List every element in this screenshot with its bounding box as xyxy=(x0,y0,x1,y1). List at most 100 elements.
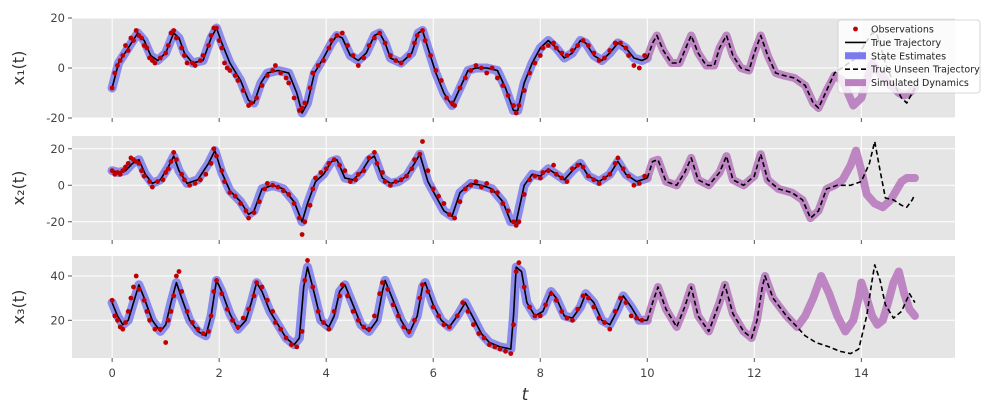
observation-point xyxy=(203,171,209,177)
observation-point xyxy=(537,175,543,181)
observation-point xyxy=(302,100,308,106)
observation-point xyxy=(471,322,476,328)
observation-point xyxy=(256,199,262,205)
observation-point xyxy=(500,201,506,206)
observation-point xyxy=(232,73,238,78)
observation-point xyxy=(182,53,187,58)
observation-point xyxy=(139,168,145,174)
observation-point xyxy=(168,309,174,314)
observation-point xyxy=(543,302,548,308)
observation-point xyxy=(246,215,252,221)
observation-point xyxy=(152,60,158,66)
observation-point xyxy=(310,284,316,290)
observation-point xyxy=(521,192,527,197)
observation-point xyxy=(412,157,417,163)
observation-point xyxy=(602,175,607,181)
observation-point xyxy=(414,33,420,38)
observation-point xyxy=(612,161,618,166)
observation-point xyxy=(361,324,367,330)
observation-point xyxy=(163,170,169,175)
observation-point xyxy=(171,150,177,155)
observation-point xyxy=(208,161,214,166)
observation-point xyxy=(315,309,321,314)
observation-point xyxy=(382,40,388,46)
observation-point xyxy=(575,43,581,48)
observation-point xyxy=(141,173,147,179)
observation-point xyxy=(136,286,142,292)
observation-point xyxy=(548,291,554,297)
observation-point xyxy=(441,201,447,206)
observation-point xyxy=(513,269,519,274)
observation-point xyxy=(264,73,270,78)
observation-point xyxy=(532,60,538,66)
y-tick-label: 20 xyxy=(50,11,65,25)
y-tick-label: -20 xyxy=(46,215,65,229)
observation-point xyxy=(631,182,637,188)
observation-point xyxy=(366,155,372,161)
observation-point xyxy=(128,295,134,301)
observation-point xyxy=(278,326,284,332)
observation-point xyxy=(521,88,527,93)
observation-point xyxy=(238,201,244,206)
x-tick-label: 14 xyxy=(854,366,869,380)
observation-point xyxy=(495,190,500,196)
observation-point xyxy=(326,326,332,332)
observation-point xyxy=(171,293,177,299)
observation-point xyxy=(430,304,436,310)
observation-point xyxy=(342,168,348,174)
observation-point xyxy=(553,297,559,303)
observation-point xyxy=(195,326,201,332)
observation-point xyxy=(623,300,629,305)
y-tick-label: 0 xyxy=(58,61,65,75)
observation-point xyxy=(264,181,270,186)
observation-point xyxy=(436,193,441,199)
observation-point xyxy=(495,75,500,81)
observation-point xyxy=(618,40,623,46)
x-tick-labels: 0 2 4 6 8 10 12 14 xyxy=(108,366,868,380)
observation-point xyxy=(131,38,136,43)
y-tick-label: -20 xyxy=(46,111,65,125)
observation-point xyxy=(489,65,495,71)
y-tick-label: 20 xyxy=(50,313,65,327)
observation-point xyxy=(484,181,490,186)
observation-point xyxy=(618,295,623,301)
y-tick-label: 40 xyxy=(50,269,65,283)
observation-point xyxy=(591,177,597,183)
observation-point xyxy=(230,317,235,323)
observation-point xyxy=(297,215,302,221)
observation-point xyxy=(307,202,313,208)
observation-point xyxy=(513,110,519,116)
observation-point xyxy=(586,173,591,179)
x-tick-label: 10 xyxy=(640,366,655,380)
observation-point xyxy=(165,317,171,323)
observation-point xyxy=(243,208,249,214)
observation-point xyxy=(248,100,254,106)
observation-point xyxy=(347,179,353,185)
observation-point xyxy=(160,177,166,183)
observation-point xyxy=(636,181,642,186)
observation-point xyxy=(527,304,532,310)
observation-point xyxy=(219,168,225,174)
x-tick-label: 2 xyxy=(216,366,223,380)
observation-point xyxy=(206,329,211,334)
observation-point xyxy=(299,329,305,334)
observation-point xyxy=(331,309,337,314)
observation-point xyxy=(511,322,516,328)
observation-point xyxy=(326,45,332,51)
observation-point xyxy=(596,181,602,186)
legend-box xyxy=(837,19,981,94)
observation-point xyxy=(323,166,329,172)
y-axis-label-x3: x₃(t) xyxy=(9,290,28,325)
observation-point xyxy=(484,70,490,76)
observation-point xyxy=(115,317,120,323)
observation-point xyxy=(532,173,538,179)
observation-point xyxy=(380,280,385,285)
observation-point xyxy=(165,43,171,48)
observation-point xyxy=(441,322,447,328)
observation-point xyxy=(372,35,377,41)
observation-point xyxy=(586,43,591,48)
observation-point xyxy=(390,302,396,308)
observation-point xyxy=(513,223,519,228)
panel-x3: 20 40 x₃(t) xyxy=(9,256,955,362)
observation-point xyxy=(382,179,388,185)
